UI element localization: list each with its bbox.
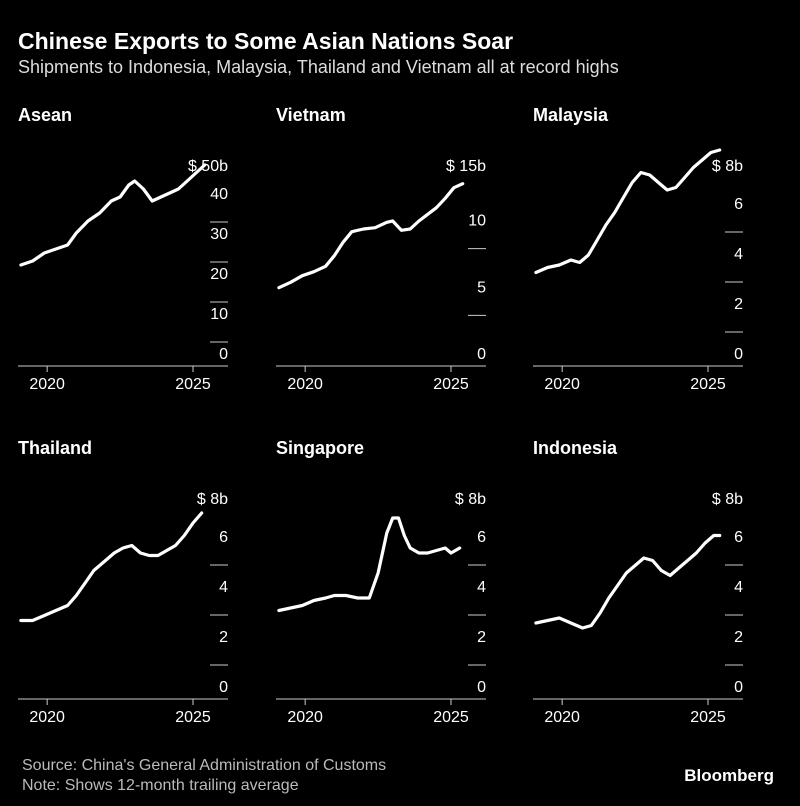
x-tick-label: 2025 xyxy=(690,376,726,393)
y-axis-unit-label: $ 50b xyxy=(188,158,228,175)
panel-title: Malaysia xyxy=(533,105,609,125)
y-tick-label: 10 xyxy=(468,213,486,230)
y-tick-label: 4 xyxy=(477,579,486,596)
y-tick-label: 0 xyxy=(477,679,486,696)
y-tick-label: 10 xyxy=(210,306,228,323)
y-tick-label: 0 xyxy=(219,346,228,363)
chart-panel-asean: Asean $ 50b 0 10 20 30 40 2020 2025 xyxy=(18,105,258,405)
y-tick-label: 6 xyxy=(734,196,743,213)
series-line xyxy=(19,511,204,623)
x-tick-label: 2025 xyxy=(690,709,726,726)
panel-title: Singapore xyxy=(276,438,365,458)
y-tick-label: 6 xyxy=(477,529,486,546)
chart-panel-thailand: Thailand $ 8b 0 2 4 6 2020 2025 xyxy=(18,438,258,738)
x-tick-label: 2025 xyxy=(175,376,211,393)
y-tick-label: 6 xyxy=(734,529,743,546)
x-tick-label: 2020 xyxy=(287,376,323,393)
series-line xyxy=(534,533,722,630)
series-line xyxy=(19,163,207,267)
x-tick-label: 2025 xyxy=(433,709,469,726)
y-tick-label: 0 xyxy=(477,346,486,363)
y-tick-label: 2 xyxy=(734,629,743,646)
chart-panel-malaysia: Malaysia $ 8b 0 2 4 6 2020 2025 xyxy=(533,105,773,405)
y-tick-label: 2 xyxy=(219,629,228,646)
y-tick-label: 6 xyxy=(219,529,228,546)
series-line xyxy=(277,182,465,290)
y-tick-label: 5 xyxy=(477,279,486,296)
line-chart: $ 50b 0 10 20 30 40 2020 2025 xyxy=(18,158,228,393)
y-axis-unit-label: $ 8b xyxy=(712,158,743,175)
y-tick-label: 2 xyxy=(477,629,486,646)
y-tick-label: 20 xyxy=(210,266,228,283)
chart-panel-indonesia: Indonesia $ 8b 0 2 4 6 2020 2025 xyxy=(533,438,773,738)
series-line xyxy=(277,516,462,613)
series-line xyxy=(534,148,722,275)
y-tick-label: 0 xyxy=(734,346,743,363)
chart-title: Chinese Exports to Some Asian Nations So… xyxy=(18,28,514,54)
y-axis-unit-label: $ 8b xyxy=(455,491,486,508)
panel-title: Asean xyxy=(18,105,73,125)
line-chart: $ 8b 0 2 4 6 2020 2025 xyxy=(533,148,743,393)
source-note: Source: China's General Administration o… xyxy=(22,757,387,774)
y-tick-label: 40 xyxy=(210,186,228,203)
y-tick-label: 4 xyxy=(219,579,228,596)
x-tick-label: 2020 xyxy=(544,709,580,726)
panel-title: Indonesia xyxy=(533,438,618,458)
x-tick-label: 2025 xyxy=(175,709,211,726)
panel-title: Vietnam xyxy=(276,105,346,125)
chart-panel-vietnam: Vietnam $ 15b 0 5 10 2020 2025 xyxy=(276,105,516,405)
chart-panel-singapore: Singapore $ 8b 0 2 4 6 2020 2025 xyxy=(276,438,516,738)
y-axis-unit-label: $ 15b xyxy=(446,158,486,175)
x-tick-label: 2020 xyxy=(544,376,580,393)
bloomberg-logo: Bloomberg xyxy=(684,766,774,785)
x-tick-label: 2025 xyxy=(433,376,469,393)
footnote: Note: Shows 12-month trailing average xyxy=(22,777,299,794)
y-tick-label: 0 xyxy=(219,679,228,696)
y-axis-unit-label: $ 8b xyxy=(712,491,743,508)
x-tick-label: 2020 xyxy=(287,709,323,726)
y-axis-unit-label: $ 8b xyxy=(197,491,228,508)
line-chart: $ 15b 0 5 10 2020 2025 xyxy=(276,158,486,393)
chart-subtitle: Shipments to Indonesia, Malaysia, Thaila… xyxy=(18,57,619,77)
line-chart: $ 8b 0 2 4 6 2020 2025 xyxy=(533,491,743,726)
y-tick-label: 4 xyxy=(734,246,743,263)
line-chart: $ 8b 0 2 4 6 2020 2025 xyxy=(276,491,486,726)
x-tick-label: 2020 xyxy=(29,376,65,393)
x-tick-label: 2020 xyxy=(29,709,65,726)
y-tick-label: 4 xyxy=(734,579,743,596)
y-tick-label: 0 xyxy=(734,679,743,696)
line-chart: $ 8b 0 2 4 6 2020 2025 xyxy=(18,491,228,726)
y-tick-label: 2 xyxy=(734,296,743,313)
y-tick-label: 30 xyxy=(210,226,228,243)
panel-title: Thailand xyxy=(18,438,93,458)
